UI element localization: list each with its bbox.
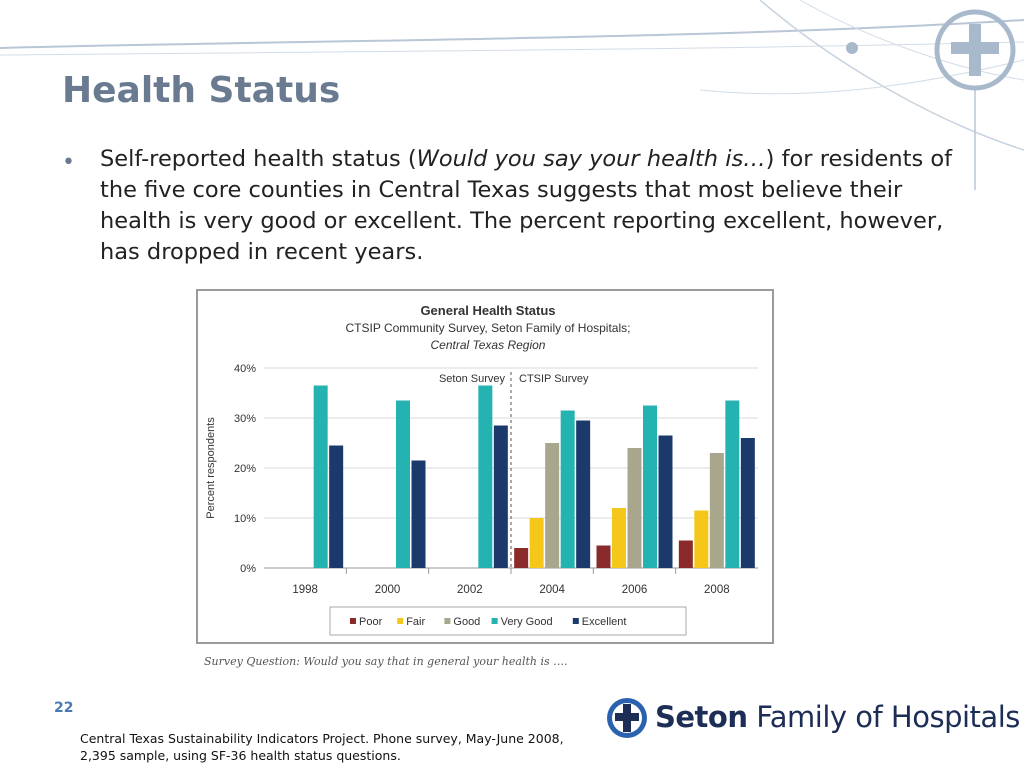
x-tick-label: 2008 (704, 584, 730, 596)
bar-excellent (329, 445, 344, 568)
bar-poor (596, 545, 611, 568)
bar-good (627, 448, 642, 568)
health-status-chart: Seton Survey CTSIP Survey 0% 10% 20% 30% 40%… (205, 303, 758, 636)
y-tick-label: 0% (240, 563, 256, 575)
survey-question-caption: Survey Question: Would you say that in g… (204, 655, 568, 668)
annotation-ctsip-survey: CTSIP Survey (519, 373, 589, 385)
bar-excellent (576, 420, 591, 568)
source-note: Central Texas Sustainability Indicators … (80, 731, 564, 763)
legend-swatch (350, 618, 356, 624)
chart-subtitle-region: Central Texas Region (431, 338, 546, 352)
cross-emblem-icon (934, 9, 1016, 91)
bar-very-good (725, 400, 740, 568)
bar-very-good (560, 410, 575, 568)
legend-label: Very Good (501, 616, 553, 628)
bar-fair (529, 518, 544, 568)
y-tick-label: 10% (234, 513, 256, 525)
bar-good (709, 453, 724, 568)
bullet-text-start: Self-reported health status ( (100, 146, 417, 172)
legend-label: Poor (359, 616, 383, 628)
bar-excellent (411, 460, 426, 568)
bar-excellent (658, 435, 673, 568)
bar-very-good (313, 385, 328, 568)
bar-poor (514, 548, 529, 568)
seton-cross-logo-icon (607, 698, 647, 738)
chart-subtitle: CTSIP Community Survey, Seton Family of … (346, 321, 631, 335)
chart-title: General Health Status (420, 303, 555, 318)
bar-fair (612, 508, 626, 568)
bar-excellent (740, 438, 755, 568)
x-tick-label: 2004 (539, 584, 565, 596)
seton-logo: Seton Family of Hospitals (605, 696, 1020, 746)
y-tick-label: 40% (234, 363, 256, 375)
bar-very-good (478, 385, 493, 568)
x-tick-label: 2000 (375, 584, 401, 596)
logo-wordmark: Seton Family of Hospitals (655, 700, 1020, 734)
bar-poor (678, 540, 693, 568)
legend-swatch (444, 618, 451, 624)
bar-very-good (643, 405, 657, 568)
bullet-text-italic: Would you say your health is… (416, 146, 766, 172)
page-number: 22 (54, 700, 74, 716)
annotation-seton-survey: Seton Survey (439, 373, 506, 385)
chart-frame: Seton Survey CTSIP Survey 0% 10% 20% 30% 40%… (196, 289, 774, 644)
bar-fair (694, 510, 709, 568)
bar-good (545, 443, 560, 568)
slide-title: Health Status (62, 70, 341, 111)
y-axis-label: Percent respondents (205, 417, 217, 519)
legend-label: Fair (406, 616, 425, 628)
legend-swatch (572, 618, 579, 624)
legend-box (329, 606, 687, 636)
bar-very-good (396, 400, 410, 568)
legend-swatch (491, 618, 498, 624)
legend-label: Good (453, 616, 480, 628)
bullet-text-end: ) for residents of the five core countie… (100, 146, 953, 265)
y-tick-label: 20% (234, 463, 256, 475)
x-tick-label: 2006 (622, 584, 648, 596)
legend-swatch (397, 618, 404, 624)
bar-excellent (493, 425, 508, 568)
bullet-text: Self-reported health status (Would you s… (100, 144, 960, 268)
x-tick-label: 2002 (457, 584, 483, 596)
bullet-marker: • (62, 150, 75, 175)
logo-seton: Seton (655, 700, 748, 734)
legend-label: Excellent (582, 616, 627, 628)
x-tick-label: 1998 (292, 584, 318, 596)
logo-family-of-hospitals: Family of Hospitals (747, 700, 1020, 734)
y-tick-label: 30% (234, 413, 256, 425)
